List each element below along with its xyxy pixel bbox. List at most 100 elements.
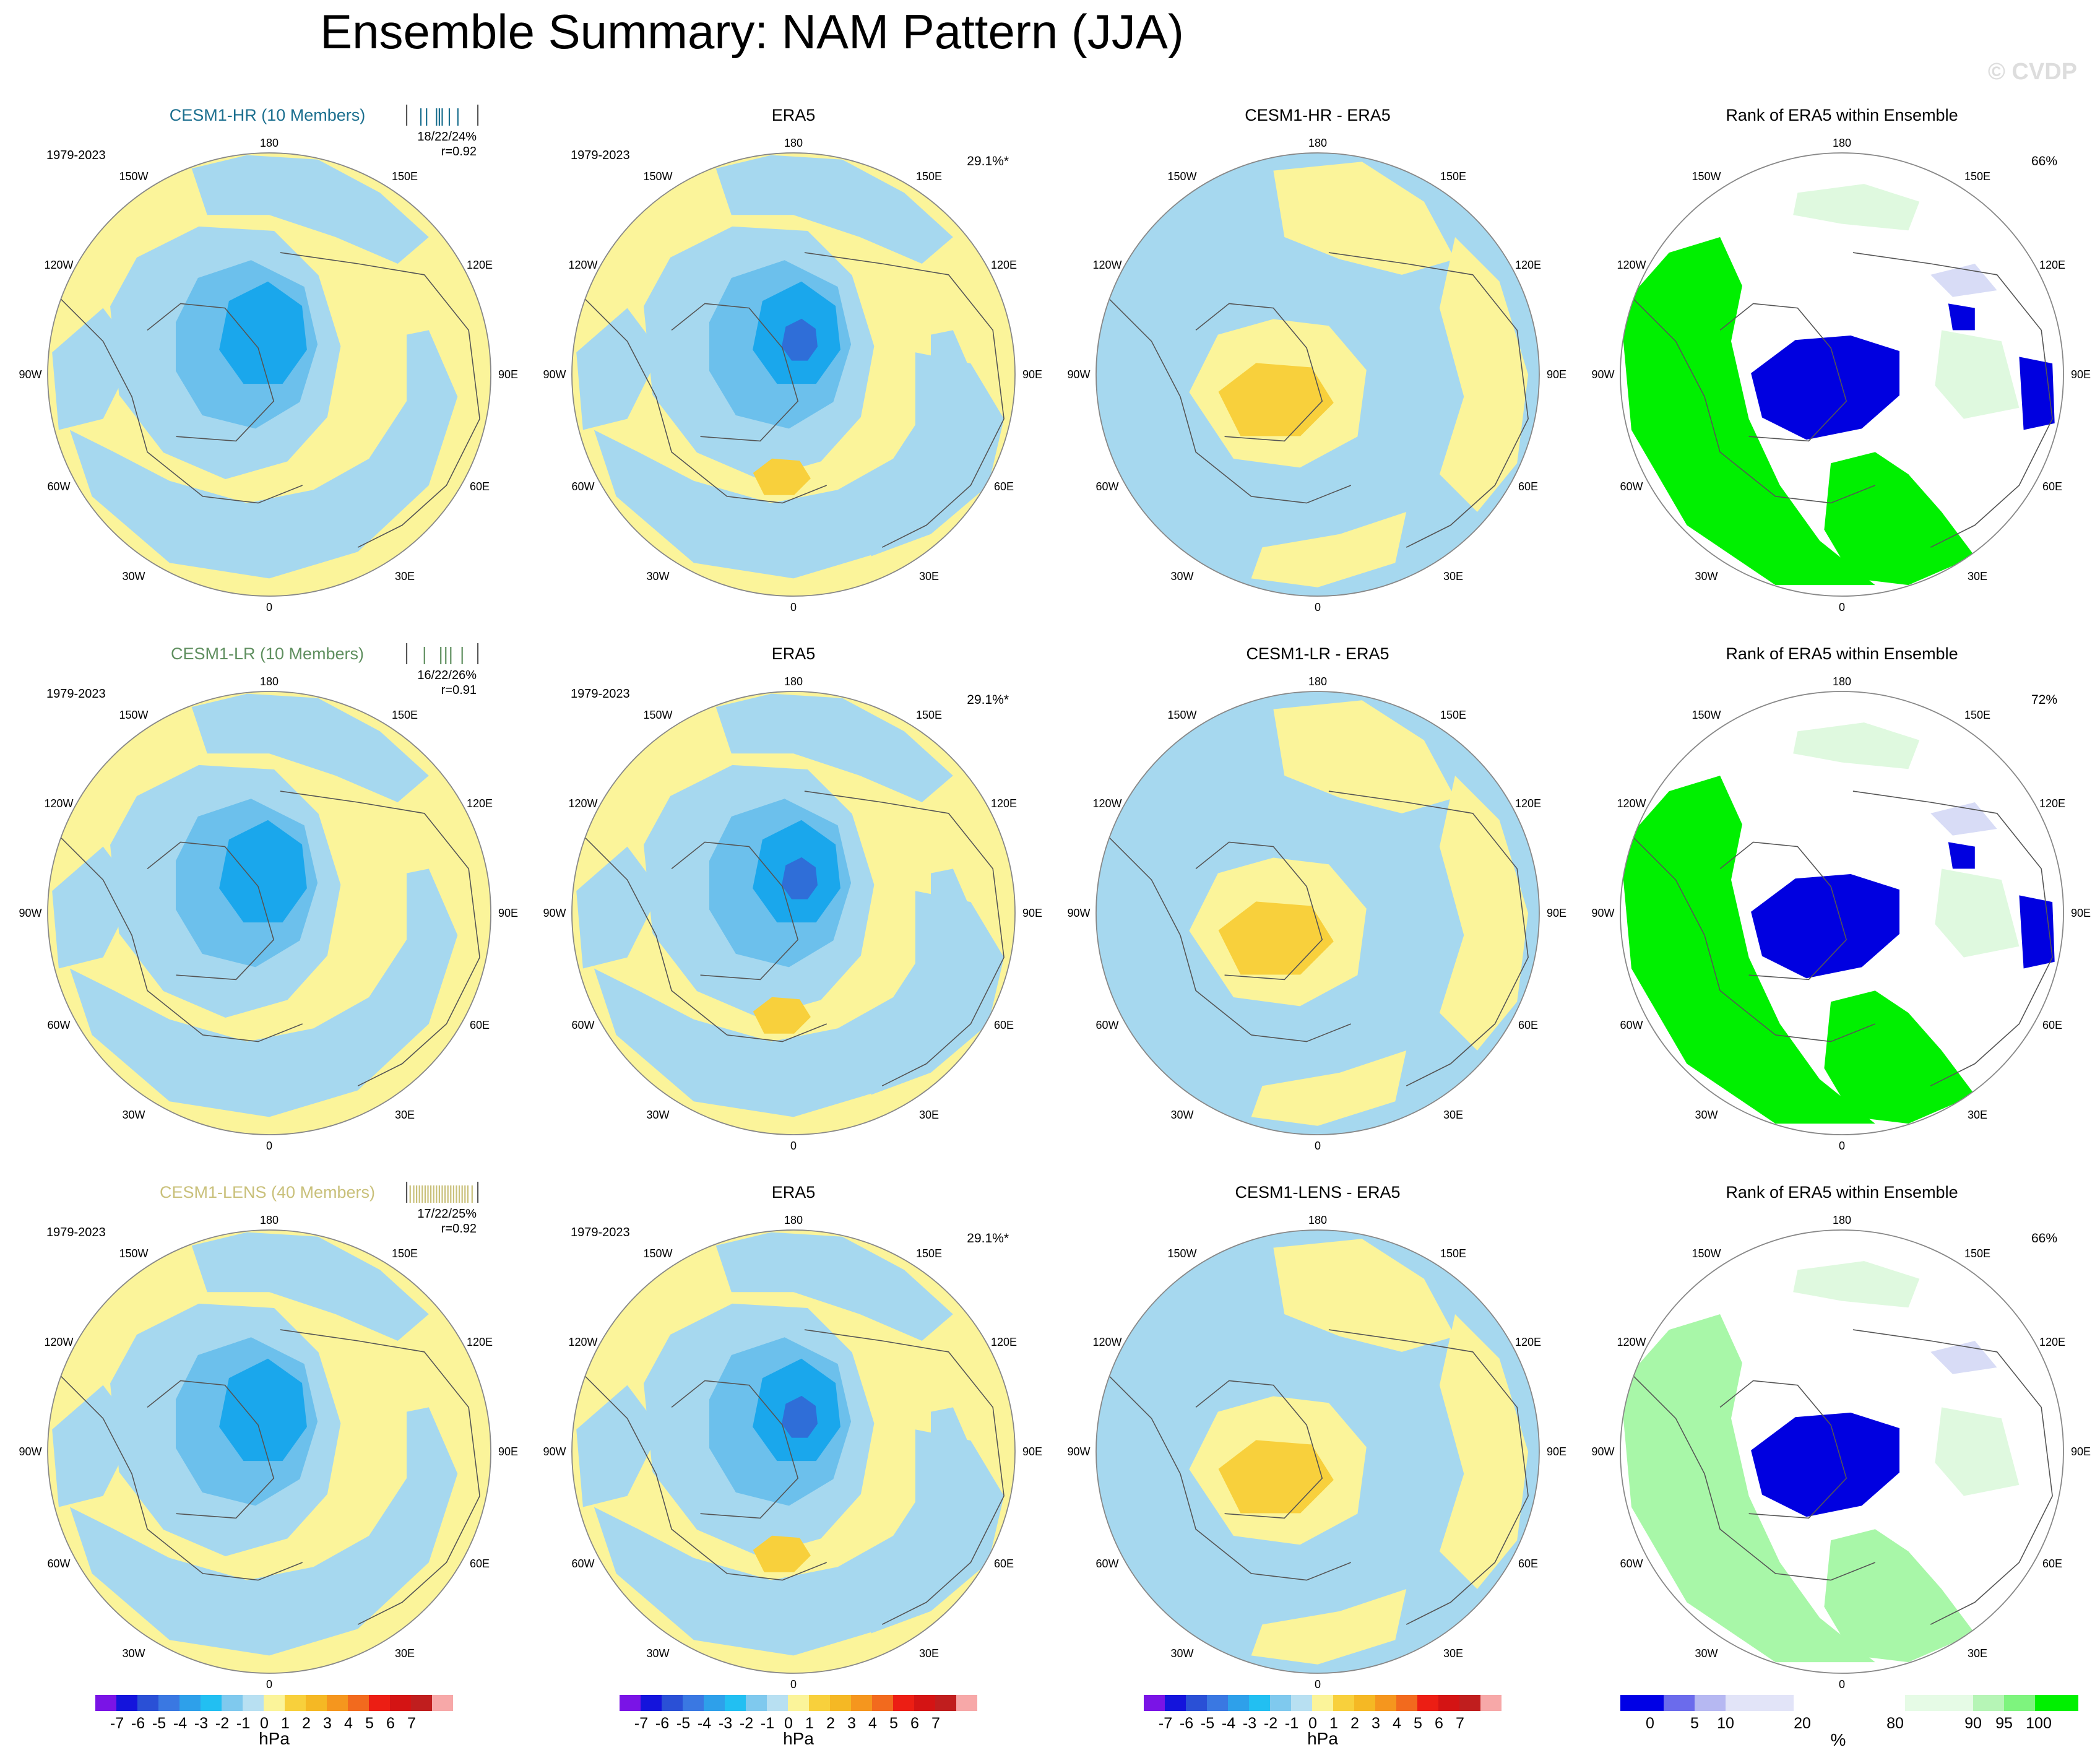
lon-label-60w: 60W bbox=[47, 1557, 70, 1570]
coastline-3 bbox=[582, 835, 827, 1042]
panel-r1-c1: 180 150W 150E 120W 120E 90W 90E 60W 60E 30W 30E 0 ER… bbox=[543, 644, 1042, 1152]
lon-label-30e: 30E bbox=[1968, 1647, 1987, 1660]
colorbar-tick-label: -3 bbox=[719, 1715, 732, 1732]
period-label: 1979-2023 bbox=[571, 149, 630, 162]
colorbar-swatch bbox=[1249, 1695, 1270, 1711]
west-anomaly bbox=[576, 846, 661, 969]
colorbar-swatch bbox=[116, 1695, 137, 1711]
rank-low-center bbox=[1751, 1413, 1899, 1517]
lon-label-120e: 120E bbox=[2039, 1336, 2065, 1348]
lon-label-90e: 90E bbox=[498, 1445, 518, 1458]
colorbar-swatch bbox=[179, 1695, 201, 1711]
pattern-correlation: r=0.92 bbox=[441, 145, 477, 158]
pattern-pct-label: 72% bbox=[2031, 693, 2057, 707]
colorbar-tick-label: -2 bbox=[1264, 1715, 1277, 1732]
lon-label-0: 0 bbox=[1839, 601, 1845, 613]
lon-label-150w: 150W bbox=[119, 1247, 148, 1260]
colorbar-tick-label: 1 bbox=[281, 1715, 290, 1732]
rank-low-east bbox=[2019, 895, 2055, 969]
colorbar-tick-label: 5 bbox=[1690, 1715, 1699, 1732]
colorbar-tick-label: -2 bbox=[740, 1715, 753, 1732]
map-boundary bbox=[47, 691, 491, 1135]
colorbar-tick-label: -3 bbox=[194, 1715, 208, 1732]
lon-label-30e: 30E bbox=[395, 1109, 415, 1121]
east-positive-diff bbox=[1439, 776, 1529, 1050]
panel-title: Rank of ERA5 within Ensemble bbox=[1726, 106, 1958, 124]
colorbar-swatch bbox=[1480, 1695, 1502, 1711]
member-tick-strip bbox=[405, 643, 479, 664]
rank-high-west bbox=[1620, 237, 1875, 586]
lon-label-90e: 90E bbox=[1547, 368, 1566, 381]
colorbar-swatch bbox=[914, 1695, 935, 1711]
colorbar-tick-label: -4 bbox=[698, 1715, 711, 1732]
panel-r1-c2: 180 150W 150E 120W 120E 90W 90E 60W 60E 30W 30E 0 CE… bbox=[1067, 644, 1566, 1152]
south-positive-diff bbox=[1251, 1050, 1407, 1126]
lon-label-180: 180 bbox=[260, 137, 279, 149]
colorbar-swatch bbox=[222, 1695, 243, 1711]
lon-label-120e: 120E bbox=[467, 1336, 493, 1348]
colorbar-swatch bbox=[2004, 1695, 2035, 1711]
colorbar-swatch bbox=[1354, 1695, 1375, 1711]
lon-label-150w: 150W bbox=[1692, 1247, 1721, 1260]
lon-label-30e: 30E bbox=[395, 570, 415, 583]
colorbar-swatch bbox=[348, 1695, 369, 1711]
colorbar-3: -7 -6 -5 -4 -3 -2 -1 0 1 2 3 4 5 6 7 hPa bbox=[1144, 1695, 1502, 1748]
lon-label-120w: 120W bbox=[1617, 1336, 1646, 1348]
lon-label-90w: 90W bbox=[19, 1445, 41, 1458]
lon-label-120e: 120E bbox=[991, 1336, 1017, 1348]
coastline-3 bbox=[1631, 1374, 1875, 1581]
colorbar-unit: hPa bbox=[1307, 1729, 1338, 1748]
colorbar-tick-label: 0 bbox=[784, 1715, 793, 1732]
colorbar-swatch bbox=[746, 1695, 767, 1711]
lon-label-60w: 60W bbox=[571, 1019, 594, 1031]
lon-label-60w: 60W bbox=[47, 1019, 70, 1031]
colorbar-swatch bbox=[1664, 1695, 1695, 1711]
coastline-1 bbox=[147, 303, 275, 442]
rank-pale-east bbox=[1935, 330, 2020, 419]
colorbar-tick-label: -1 bbox=[761, 1715, 774, 1732]
lon-label-30e: 30E bbox=[919, 1109, 939, 1121]
lon-label-150w: 150W bbox=[643, 1247, 672, 1260]
coastline-1 bbox=[1195, 1380, 1323, 1519]
central-max-diff bbox=[1218, 901, 1334, 975]
map-fill bbox=[48, 1230, 491, 1673]
pattern-pct-label: 66% bbox=[2031, 154, 2057, 168]
pattern-correlation: r=0.91 bbox=[441, 683, 477, 697]
colorbar-tick-label: -5 bbox=[152, 1715, 166, 1732]
lon-label-60e: 60E bbox=[2042, 1557, 2062, 1570]
colorbar-tick-label: 6 bbox=[910, 1715, 919, 1732]
lon-label-180: 180 bbox=[784, 1214, 803, 1226]
rank-pale-east bbox=[1935, 1407, 2020, 1496]
colorbar-swatch bbox=[1291, 1695, 1312, 1711]
lon-label-60e: 60E bbox=[1518, 480, 1538, 493]
lon-label-30w: 30W bbox=[1170, 1109, 1193, 1121]
period-label: 1979-2023 bbox=[571, 687, 630, 701]
lon-label-0: 0 bbox=[1315, 1678, 1321, 1691]
polar-low-center bbox=[782, 318, 818, 361]
coastline-2 bbox=[280, 252, 480, 548]
lon-label-120e: 120E bbox=[2039, 259, 2065, 271]
colorbar-tick-label: 3 bbox=[1372, 1715, 1380, 1732]
colorbar-tick-label: 5 bbox=[1414, 1715, 1422, 1732]
lon-label-30w: 30W bbox=[646, 1109, 669, 1121]
lon-label-120w: 120W bbox=[568, 259, 597, 271]
coastline-2 bbox=[804, 791, 1005, 1086]
colorbar-swatch bbox=[432, 1695, 453, 1711]
colorbar-tick-label: -5 bbox=[676, 1715, 690, 1732]
map-boundary bbox=[1095, 1229, 1540, 1674]
coastline-2 bbox=[280, 1329, 480, 1625]
lon-label-150w: 150W bbox=[1167, 1247, 1196, 1260]
coastline-3 bbox=[1631, 835, 1875, 1042]
lon-label-90w: 90W bbox=[543, 1445, 566, 1458]
colorbar-swatch bbox=[264, 1695, 285, 1711]
colorbar-swatch bbox=[201, 1695, 222, 1711]
coastline-2 bbox=[1852, 791, 2053, 1086]
lon-label-60e: 60E bbox=[994, 1019, 1014, 1031]
lon-label-180: 180 bbox=[784, 137, 803, 149]
pattern-stats: 16/22/26% bbox=[417, 669, 477, 682]
colorbar-tick-label: 10 bbox=[1717, 1715, 1734, 1732]
atlantic-anomaly bbox=[69, 330, 458, 579]
lon-label-30w: 30W bbox=[122, 570, 145, 583]
polar-low-center bbox=[782, 857, 818, 899]
colorbar-swatch bbox=[1270, 1695, 1291, 1711]
